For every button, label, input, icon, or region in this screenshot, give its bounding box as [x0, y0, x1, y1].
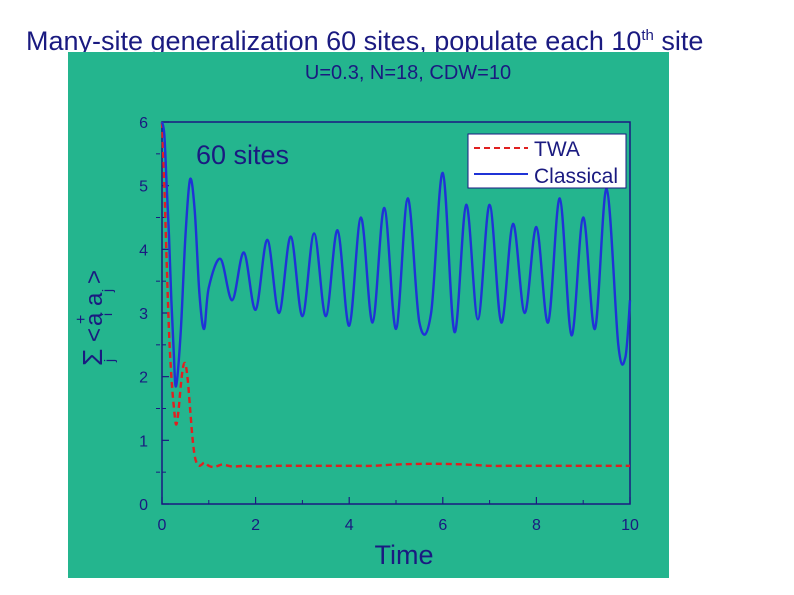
chart-title: U=0.3, N=18, CDW=10: [305, 62, 511, 84]
line-chart: 0 1 2 3 4 5 6 0 2 4 6 8 10 U=0.3, N=18, CDW=10 60 s…: [73, 62, 639, 570]
x-tick-label-2: 4: [345, 517, 354, 534]
series-layer: [160, 121, 632, 469]
chart-panel: 0 1 2 3 4 5 6 0 2 4 6 8 10 U=0.3, N=18, CDW=10 60 s…: [68, 52, 669, 578]
legend-box: [467, 133, 627, 189]
x-tick-label-3: 6: [438, 517, 447, 534]
x-axis: 0 2 4 6 8 10: [158, 497, 639, 534]
x-axis-label: Time: [375, 540, 434, 570]
y-axis-label: Σ j < a + i a j >: [73, 270, 117, 366]
slide-title: Many-site generalization 60 sites, popul…: [26, 26, 703, 57]
x-tick-label-1: 2: [251, 517, 260, 534]
y-tick-label-2: 2: [139, 370, 148, 387]
y-label-dagger: +: [73, 315, 90, 324]
slide-title-tail: site: [653, 26, 704, 56]
y-tick-label-5: 5: [139, 179, 148, 196]
series-line-classical: [160, 121, 632, 388]
y-axis: 0 1 2 3 4 5 6: [139, 115, 169, 514]
x-tick-label-5: 10: [621, 517, 639, 534]
legend-label-classical: Classical: [534, 165, 618, 188]
y-tick-label-1: 1: [139, 433, 148, 450]
x-tick-label-4: 8: [532, 517, 541, 534]
chart-annotation: 60 sites: [196, 140, 289, 170]
y-label-sum: Σ: [77, 349, 108, 366]
y-label-sub-j: j: [99, 289, 115, 293]
y-label-a2: a: [81, 292, 108, 306]
series-line-twa: [160, 121, 630, 469]
slide-title-main: Many-site generalization 60 sites, popul…: [26, 26, 642, 56]
y-label-sub-i: i: [99, 313, 115, 316]
legend-label-twa: TWA: [534, 138, 580, 161]
y-label-open: <: [81, 328, 108, 342]
y-tick-label-3: 3: [139, 306, 148, 323]
y-tick-label-4: 4: [139, 242, 148, 259]
slide-title-superscript: th: [641, 27, 654, 44]
x-tick-label-0: 0: [158, 517, 167, 534]
title-clip: Many-site generalization 60 sites, popul…: [0, 0, 794, 70]
y-label-sum-sub: j: [101, 359, 117, 363]
y-label-a1: a: [81, 312, 108, 326]
y-tick-label-6: 6: [139, 115, 148, 132]
y-label-close: >: [81, 270, 108, 284]
y-tick-label-0: 0: [139, 497, 148, 514]
legend: TWA Classical: [467, 133, 627, 189]
